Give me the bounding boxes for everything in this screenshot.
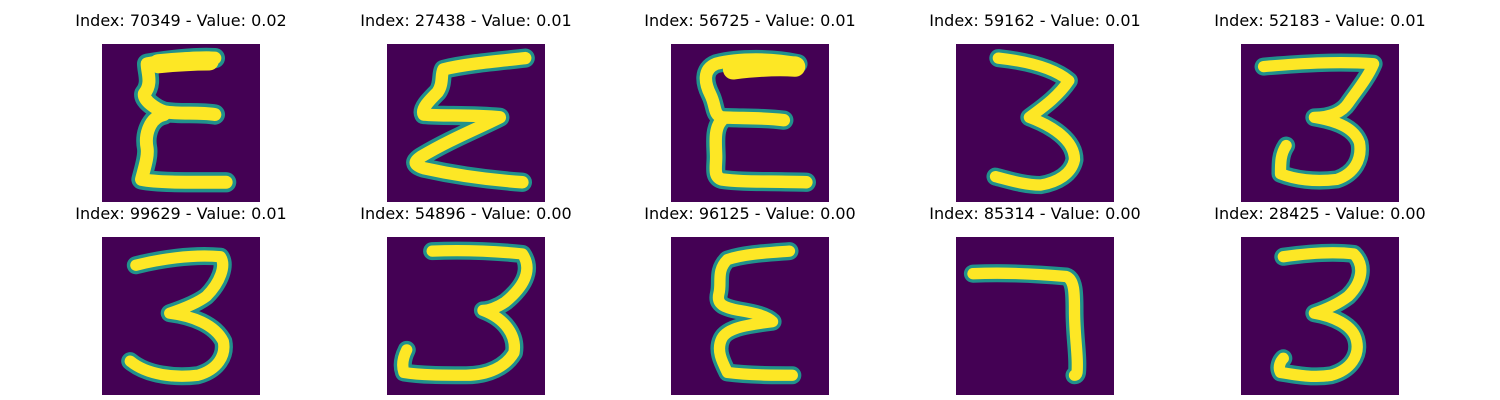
panel-title: Index: 70349 - Value: 0.02	[75, 11, 287, 30]
image-panel: Index: 70349 - Value: 0.02	[75, 10, 287, 202]
image-panel: Index: 28425 - Value: 0.00	[1214, 203, 1426, 395]
image-panel: Index: 52183 - Value: 0.01	[1214, 10, 1426, 202]
image-panel: Index: 96125 - Value: 0.00	[644, 203, 856, 395]
panel-title: Index: 99629 - Value: 0.01	[75, 204, 287, 223]
panel-title: Index: 28425 - Value: 0.00	[1214, 204, 1426, 223]
digit-image	[671, 237, 829, 395]
image-panel: Index: 85314 - Value: 0.00	[929, 203, 1141, 395]
panel-title: Index: 56725 - Value: 0.01	[644, 11, 856, 30]
image-panel: Index: 56725 - Value: 0.01	[644, 10, 856, 202]
panel-title: Index: 96125 - Value: 0.00	[644, 204, 856, 223]
image-panel: Index: 27438 - Value: 0.01	[360, 10, 572, 202]
digit-image	[956, 44, 1114, 202]
digit-image	[1241, 44, 1399, 202]
digit-image	[102, 237, 260, 395]
panel-title: Index: 54896 - Value: 0.00	[360, 204, 572, 223]
digit-image	[956, 237, 1114, 395]
image-panel: Index: 59162 - Value: 0.01	[929, 10, 1141, 202]
panel-title: Index: 27438 - Value: 0.01	[360, 11, 572, 30]
image-panel: Index: 99629 - Value: 0.01	[75, 203, 287, 395]
image-panel: Index: 54896 - Value: 0.00	[360, 203, 572, 395]
digit-image	[1241, 237, 1399, 395]
digit-image	[671, 44, 829, 202]
digit-image	[102, 44, 260, 202]
panel-title: Index: 85314 - Value: 0.00	[929, 204, 1141, 223]
panel-title: Index: 59162 - Value: 0.01	[929, 11, 1141, 30]
digit-image	[387, 237, 545, 395]
digit-image	[387, 44, 545, 202]
panel-title: Index: 52183 - Value: 0.01	[1214, 11, 1426, 30]
